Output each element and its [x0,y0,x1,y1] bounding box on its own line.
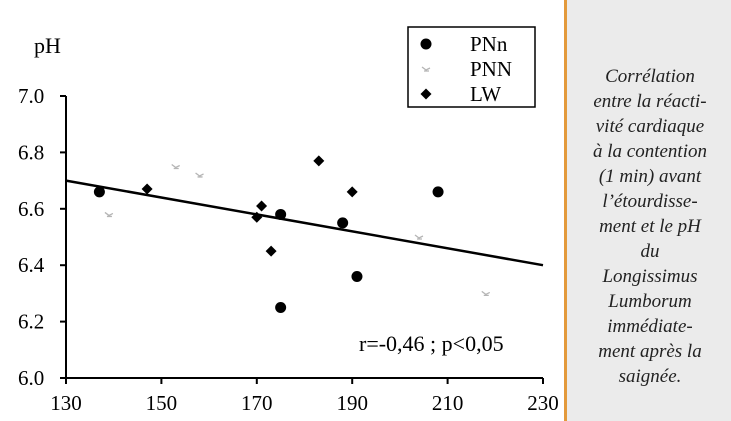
figure-caption: Corrélation entre la réacti-vité cardiaqu… [572,64,728,389]
x-tick-label: 150 [146,391,178,415]
x-tick-label: 190 [336,391,368,415]
pnn-point [481,290,491,297]
caption-line: immédiate- [607,316,693,337]
x-tick-label: 130 [50,391,82,415]
pnn-point [414,234,424,240]
y-axis-label: pH [34,33,61,58]
regression-line [65,179,544,267]
lw-point [141,183,153,195]
caption-line: Longissimus [602,266,698,287]
pnn-point [351,270,363,282]
x-ticks: 130 150 170 190 210 230 [50,378,559,415]
lw-point [251,211,263,223]
y-tick-label: 6.4 [18,253,45,277]
x-tick-label: 210 [432,391,464,415]
correlation-annotation: r=-0,46 ; p<0,05 [359,331,504,356]
pnn-point [93,186,105,198]
plot-panel: pH 6.0 6.2 6.4 6.6 6.8 7.0 130 150 170 190 210 230… [0,0,567,421]
data-points [93,155,491,313]
pnn-point [432,186,444,198]
y-tick-label: 7.0 [18,84,44,108]
y-ticks: 6.0 6.2 6.4 6.6 6.8 7.0 [18,84,66,390]
pnn-point [171,163,181,170]
caption-line: l’étourdisse- [602,191,698,212]
caption-line: Lumborum [608,291,692,312]
y-tick-label: 6.0 [18,366,44,390]
y-tick-label: 6.6 [18,197,44,221]
lw-point [256,200,268,212]
caption-line: entre la réacti- [593,91,707,112]
lw-point [265,245,277,257]
y-tick-label: 6.8 [18,140,44,164]
pnn-point [275,208,287,220]
lw-point [313,155,325,167]
caption-line: Corrélation [605,66,695,87]
legend-label: PNn [470,32,508,56]
caption-line: vité cardiaque [595,116,705,137]
legend-label: LW [470,82,501,106]
pnn-point [337,217,349,229]
caption-line: à la contention [593,141,707,162]
y-tick-label: 6.2 [18,310,44,334]
caption-line: (1 min) avant [598,166,702,187]
lw-point [346,186,358,198]
caption-line: du [640,241,660,262]
scatter-chart: pH 6.0 6.2 6.4 6.6 6.8 7.0 130 150 170 190 210 230… [18,26,559,415]
legend-marker-pnn [420,38,432,50]
legend-label: PNN [470,57,512,81]
pnn-point [275,302,287,313]
pnn-point [104,211,114,218]
legend-marker-pnn [421,66,431,72]
caption-line: ment et le pH [599,216,701,237]
pnn-point [195,172,204,178]
legend-marker-lw [420,88,432,100]
caption-line: ment après la [598,341,702,362]
x-tick-label: 230 [527,391,559,415]
x-tick-label: 170 [241,391,273,415]
caption-line: saignée. [618,366,682,387]
